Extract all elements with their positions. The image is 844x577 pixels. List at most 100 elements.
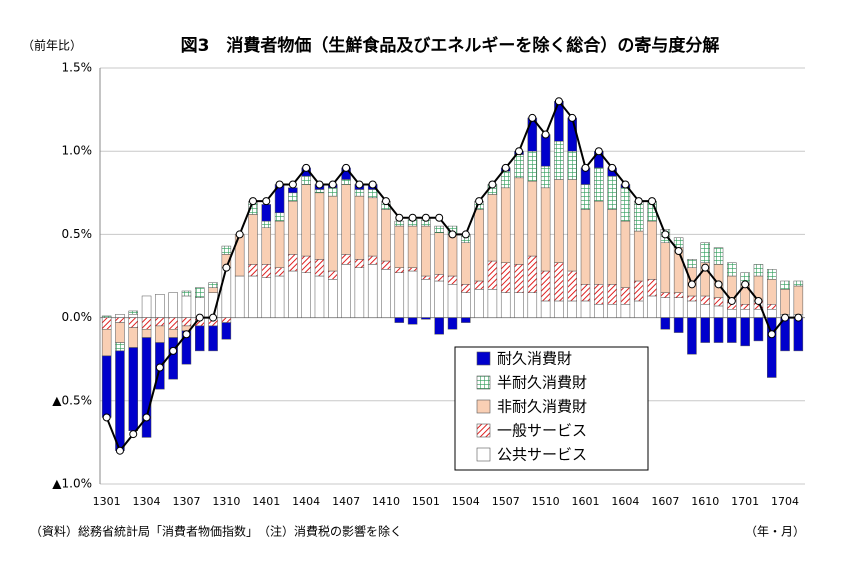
bar-segment xyxy=(633,230,644,282)
bar-segment xyxy=(580,300,591,318)
bar-segment xyxy=(234,275,245,318)
x-tick-label: 1401 xyxy=(252,495,280,508)
bar-segment xyxy=(341,254,351,265)
total-point xyxy=(674,247,683,256)
bar-segment xyxy=(421,317,431,320)
bar-segment xyxy=(288,254,298,272)
bar-segment xyxy=(700,295,710,305)
legend-swatch xyxy=(476,399,491,414)
bar-segment xyxy=(434,280,444,318)
bar-segment xyxy=(580,284,591,302)
bar-segment xyxy=(527,255,538,293)
bar-segment xyxy=(647,220,657,280)
bar-segment xyxy=(141,328,152,338)
bar-segment xyxy=(461,284,471,293)
bar-segment xyxy=(620,220,631,288)
bar-segment xyxy=(580,209,591,285)
bar-segment xyxy=(620,287,631,305)
bar-segment xyxy=(394,272,405,318)
bar-segment xyxy=(766,309,777,318)
bar-segment xyxy=(660,242,671,293)
bar-segment xyxy=(341,184,351,255)
legend-label: 公共サービス xyxy=(497,446,587,464)
bar-segment xyxy=(700,304,710,318)
bar-segment xyxy=(633,200,644,232)
bar-segment xyxy=(474,209,484,282)
x-tick-label: 1704 xyxy=(771,495,799,508)
source-note: （資料）総務省統計局「消費者物価指数」 （注）消費税の影響を除く xyxy=(30,524,402,539)
bar-segment xyxy=(727,309,737,318)
bar-segment xyxy=(474,280,484,290)
total-point xyxy=(608,163,617,172)
bar-segment xyxy=(514,264,524,293)
bar-segment xyxy=(447,317,458,330)
y-tick-label: 0.0% xyxy=(62,310,93,324)
bar-segment xyxy=(673,292,684,298)
bar-segment xyxy=(341,179,351,185)
bar-segment xyxy=(461,242,471,285)
bar-segment xyxy=(101,328,112,357)
bar-segment xyxy=(221,322,232,340)
y-tick-label: 1.5% xyxy=(62,61,93,75)
total-point xyxy=(754,296,763,305)
total-point xyxy=(554,97,563,106)
bar-segment xyxy=(261,220,272,228)
bar-segment xyxy=(221,267,232,318)
legend-label: 一般サービス xyxy=(497,422,587,440)
bar-segment xyxy=(554,262,564,302)
bar-segment xyxy=(713,317,724,343)
bar-segment xyxy=(195,287,205,298)
bar-segment xyxy=(101,355,112,418)
total-point xyxy=(794,313,803,322)
bar-segment xyxy=(328,279,338,318)
bar-segment xyxy=(514,154,524,179)
bar-segment xyxy=(261,277,272,318)
bar-segment xyxy=(447,234,458,277)
x-tick-label: 1504 xyxy=(452,495,480,508)
bar-segment xyxy=(301,184,311,257)
bar-segment xyxy=(554,140,564,180)
bar-segment xyxy=(753,264,764,277)
bar-segment xyxy=(261,227,272,265)
legend-swatch xyxy=(476,447,491,462)
total-point xyxy=(381,197,390,206)
bar-segment xyxy=(567,150,577,180)
total-point xyxy=(448,230,457,239)
bar-segment xyxy=(181,295,192,318)
bar-segment xyxy=(101,317,112,330)
total-point xyxy=(528,113,537,122)
legend-swatch xyxy=(476,423,491,438)
bar-segment xyxy=(141,317,152,330)
bar-segment xyxy=(261,264,272,278)
legend-swatch xyxy=(476,375,491,390)
bar-segment xyxy=(620,304,631,318)
bar-segment xyxy=(115,314,125,318)
legend-swatch xyxy=(476,351,491,366)
bar-segment xyxy=(128,327,139,348)
bar-segment xyxy=(155,294,165,318)
bar-segment xyxy=(367,255,378,265)
x-tick-label: 1610 xyxy=(691,495,719,508)
total-point xyxy=(714,280,723,289)
total-point xyxy=(182,330,191,339)
total-point xyxy=(727,296,736,305)
bar-segment xyxy=(594,167,604,202)
bar-segment xyxy=(367,197,378,257)
bar-segment xyxy=(514,292,524,318)
total-point xyxy=(594,147,603,156)
bar-segment xyxy=(766,304,777,310)
total-point xyxy=(288,180,297,189)
bar-segment xyxy=(208,325,218,352)
x-tick-label: 1604 xyxy=(611,495,639,508)
bar-segment xyxy=(168,337,178,380)
bar-segment xyxy=(394,220,405,227)
bar-segment xyxy=(740,304,750,310)
bar-segment xyxy=(527,150,538,182)
total-point xyxy=(169,346,178,355)
bar-segment xyxy=(607,175,617,210)
bar-segment xyxy=(540,134,551,167)
chart-title: 図3 消費者物価（生鮮食品及びエネルギーを除く総合）の寄与度分解 xyxy=(181,35,720,56)
y-tick-label: ▲1.0% xyxy=(52,477,92,491)
total-point xyxy=(302,163,311,172)
bar-segment xyxy=(447,284,458,318)
